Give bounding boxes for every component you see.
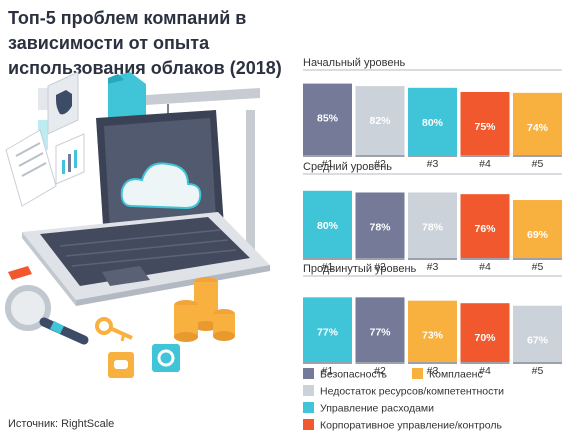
bar-value-label: 80% — [317, 220, 339, 232]
bar — [303, 83, 352, 155]
bar-value-label: 69% — [527, 229, 549, 241]
bar-groups: Начальный уровень 85% #1 82% #2 80% #3 75% #4 74%… — [303, 57, 562, 377]
bar-group: Продвинутый уровень 77% #1 77% #2 73% #3 70% #4 6… — [303, 263, 562, 377]
bar-value-label: 85% — [317, 113, 339, 125]
bar — [355, 297, 405, 362]
bar — [303, 190, 352, 258]
legend-swatch — [303, 419, 314, 430]
bar — [303, 297, 352, 362]
bar-rank-label: #2 — [374, 158, 386, 170]
group-label: Продвинутый уровень — [303, 263, 417, 275]
legend-label: Комплаенс — [429, 369, 483, 381]
bar — [355, 192, 405, 258]
legend-swatch — [303, 385, 314, 396]
bar-value-label: 78% — [369, 221, 391, 233]
bar-value-label: 70% — [474, 332, 496, 344]
coins-icon — [174, 277, 235, 342]
legend: Безопасность Комплаенс Недостаток ресурсов… — [303, 368, 504, 432]
bar-value-label: 75% — [474, 121, 496, 133]
bar-value-label: 78% — [422, 221, 444, 233]
cloud-icon — [120, 162, 202, 210]
bar — [408, 300, 457, 362]
bar — [408, 192, 457, 258]
bar-rank-label: #3 — [427, 158, 439, 170]
bar-rank-label: #2 — [374, 261, 386, 273]
bar-value-label: 82% — [369, 115, 391, 127]
bar — [355, 86, 405, 155]
bar — [513, 200, 562, 258]
bar-group: Начальный уровень 85% #1 82% #2 80% #3 75% #4 74%… — [303, 57, 562, 170]
group-label: Средний уровень — [303, 161, 392, 173]
legend-item: Корпоративное управление/контроль — [303, 419, 502, 432]
chart-card-icon — [55, 133, 85, 185]
legend-label: Недостаток ресурсов/компетентности — [320, 386, 504, 398]
bar-rank-label: #4 — [479, 365, 491, 377]
folder-icon — [108, 72, 146, 124]
bar-rank-label: #3 — [427, 261, 439, 273]
bar-value-label: 73% — [422, 330, 444, 342]
legend-item: Недостаток ресурсов/компетентности — [303, 385, 504, 398]
laptop-icon — [22, 110, 270, 306]
usb-stick-icon — [8, 266, 32, 280]
bar-rank-label: #1 — [322, 158, 334, 170]
legend-swatch — [412, 368, 423, 379]
bar-rank-label: #3 — [427, 365, 439, 377]
legend-swatch — [303, 402, 314, 413]
bar-value-label: 67% — [527, 335, 549, 347]
bar — [408, 87, 457, 155]
bar-rank-label: #2 — [374, 365, 386, 377]
legend-swatch — [303, 368, 314, 379]
legend-item: Комплаенс — [412, 368, 483, 381]
legend-label: Корпоративное управление/контроль — [320, 420, 502, 432]
bar-group: Средний уровень 80% #1 78% #2 78% #3 76% #4 69% #5 — [303, 161, 562, 273]
bar-value-label: 77% — [317, 326, 339, 338]
bar-value-label: 77% — [369, 326, 391, 338]
bar — [460, 303, 510, 362]
illustration — [5, 71, 270, 378]
bar-rank-label: #5 — [532, 365, 544, 377]
group-label: Начальный уровень — [303, 57, 406, 69]
bar-rank-label: #1 — [322, 261, 334, 273]
legend-label: Безопасность — [320, 369, 388, 381]
legend-item: Безопасность — [303, 368, 388, 381]
bar — [460, 92, 510, 155]
legend-label: Управление расходами — [320, 403, 434, 415]
bar — [513, 305, 562, 362]
background-panel — [38, 120, 48, 150]
bar-rank-label: #1 — [322, 365, 334, 377]
bar-value-label: 76% — [474, 223, 496, 235]
chat-icon — [108, 352, 134, 378]
bar — [513, 92, 562, 155]
source-note: Источник: RightScale — [8, 418, 115, 430]
gear-icon — [152, 344, 180, 372]
bar-rank-label: #5 — [532, 261, 544, 273]
document-icon — [5, 129, 57, 207]
shield-icon — [47, 71, 79, 135]
legend-item: Управление расходами — [303, 402, 434, 415]
bar-rank-label: #5 — [532, 158, 544, 170]
magnifier-icon — [5, 285, 89, 345]
bar-rank-label: #4 — [479, 261, 491, 273]
bar — [460, 194, 510, 258]
bar-rank-label: #4 — [479, 158, 491, 170]
key-icon — [95, 317, 133, 342]
bar-value-label: 80% — [422, 117, 444, 129]
bar-value-label: 74% — [527, 122, 549, 134]
